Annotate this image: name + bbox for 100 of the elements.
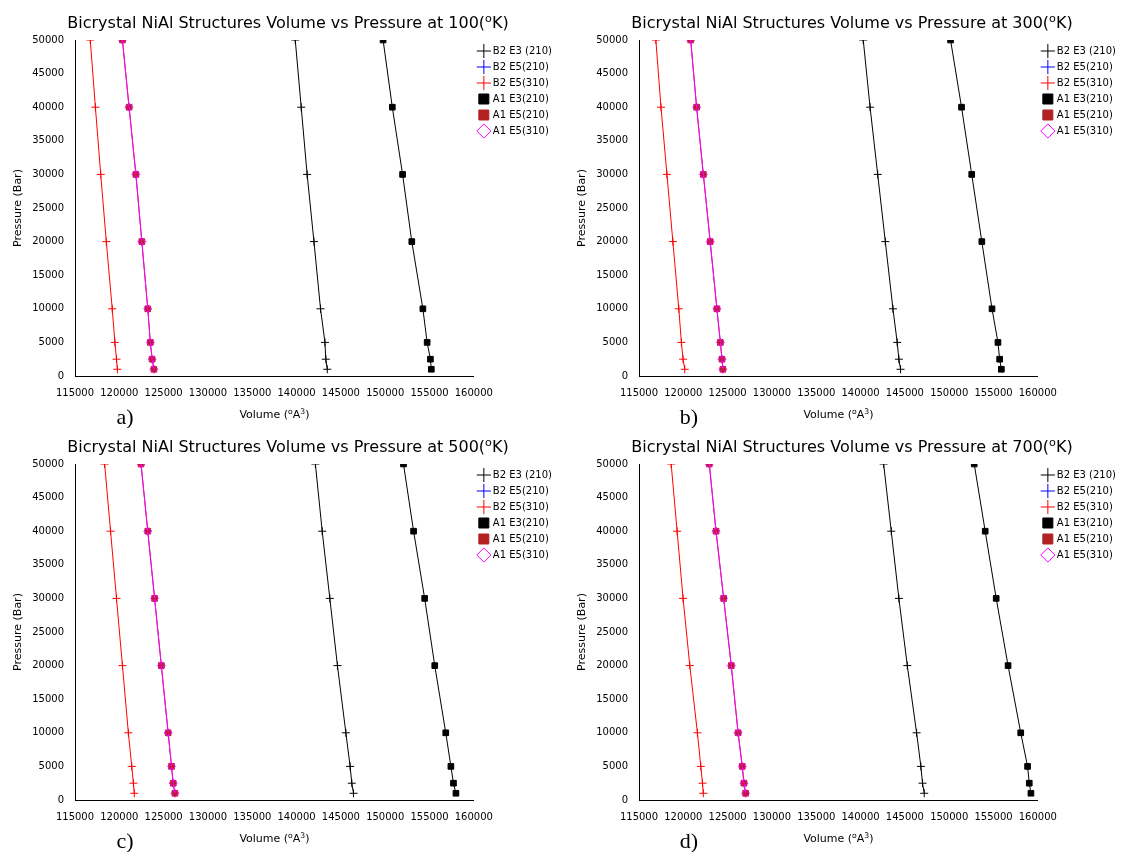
y-tick-label: 40000 — [596, 100, 629, 112]
legend-label: A1 E5(210) — [492, 532, 549, 544]
y-tick-label: 45000 — [596, 491, 629, 503]
x-tick-label: 115000 — [55, 386, 95, 398]
x-tick-label: 145000 — [885, 386, 924, 398]
legend-label: B2 E5(310) — [492, 500, 549, 512]
text: d) — [679, 828, 699, 853]
y-tick-label: 25000 — [32, 201, 65, 213]
legend-label: B2 E5(210) — [492, 484, 549, 496]
text: a) — [116, 404, 134, 429]
y-tick-label: 25000 — [596, 201, 629, 213]
y-tick-label: 10000 — [32, 726, 65, 738]
y-tick-label: 45000 — [32, 67, 65, 79]
legend-label: B2 E5(310) — [1056, 76, 1113, 88]
y-tick-label: 10000 — [596, 726, 629, 738]
x-tick-label: 155000 — [410, 386, 449, 398]
y-axis-title: Pressure (Bar) — [11, 169, 25, 247]
y-tick-label: 15000 — [596, 268, 629, 280]
y-tick-label: 35000 — [32, 558, 65, 570]
legend-label: A1 E3(210) — [492, 92, 549, 104]
x-tick-label: 120000 — [664, 810, 703, 822]
y-tick-label: 50000 — [32, 457, 65, 469]
y-tick-label: 30000 — [596, 591, 629, 603]
x-tick-label: 115000 — [619, 386, 659, 398]
legend-label: A1 E5(310) — [1056, 124, 1113, 136]
legend-label: A1 E5(210) — [1056, 108, 1113, 120]
x-tick-label: 115000 — [619, 810, 659, 822]
legend-label: B2 E5(210) — [1056, 60, 1113, 72]
x-tick-label: 120000 — [100, 810, 139, 822]
legend-label: B2 E5(310) — [1056, 500, 1113, 512]
x-tick-label: 155000 — [410, 810, 449, 822]
y-tick-label: 0 — [621, 793, 629, 805]
y-tick-label: 15000 — [32, 692, 65, 704]
x-tick-label: 125000 — [708, 810, 747, 822]
legend-label: A1 E3(210) — [492, 516, 549, 528]
y-tick-label: 5000 — [38, 335, 65, 347]
y-tick-label: 45000 — [596, 67, 629, 79]
x-tick-label: 130000 — [752, 386, 792, 398]
y-tick-label: 20000 — [32, 235, 65, 247]
y-axis-title: Pressure (Bar) — [575, 169, 589, 247]
legend-label: B2 E3 (210) — [492, 44, 553, 56]
x-tick-label: 145000 — [321, 386, 360, 398]
x-tick-label: 155000 — [974, 386, 1013, 398]
legend-label: A1 E3(210) — [1056, 516, 1113, 528]
x-tick-label: 150000 — [366, 386, 405, 398]
legend-label: A1 E5(210) — [1056, 532, 1113, 544]
legend-label: B2 E5(210) — [492, 60, 549, 72]
legend-label: B2 E3 (210) — [492, 468, 553, 480]
y-tick-label: 35000 — [596, 134, 629, 146]
x-tick-label: 150000 — [930, 810, 969, 822]
y-tick-label: 35000 — [596, 558, 629, 570]
y-tick-label: 30000 — [32, 591, 65, 603]
y-tick-label: 5000 — [602, 335, 629, 347]
legend-label: A1 E5(210) — [492, 108, 549, 120]
x-tick-label: 125000 — [144, 386, 183, 398]
legend-label: B2 E3 (210) — [1056, 44, 1117, 56]
legend-label: A1 E5(310) — [492, 548, 549, 560]
text: b) — [679, 404, 699, 429]
x-tick-label: 160000 — [454, 386, 493, 398]
y-tick-label: 30000 — [596, 167, 629, 179]
text: c) — [116, 828, 134, 853]
x-tick-label: 120000 — [100, 386, 139, 398]
y-tick-label: 25000 — [596, 625, 629, 637]
x-tick-label: 125000 — [144, 810, 183, 822]
x-tick-label: 130000 — [188, 810, 228, 822]
x-tick-label: 125000 — [708, 386, 747, 398]
x-tick-label: 135000 — [233, 810, 272, 822]
legend-label: B2 E5(310) — [492, 76, 549, 88]
y-tick-label: 5000 — [602, 759, 629, 771]
y-tick-label: 30000 — [32, 167, 65, 179]
y-tick-label: 20000 — [596, 659, 629, 671]
x-tick-label: 145000 — [321, 810, 360, 822]
x-tick-label: 135000 — [797, 386, 836, 398]
y-tick-label: 20000 — [32, 659, 65, 671]
y-tick-label: 0 — [621, 369, 629, 381]
y-tick-label: 25000 — [32, 625, 65, 637]
legend-label: B2 E3 (210) — [1056, 468, 1117, 480]
x-tick-label: 160000 — [1018, 386, 1057, 398]
y-tick-label: 40000 — [596, 524, 629, 536]
y-axis-title: Pressure (Bar) — [575, 593, 589, 671]
x-tick-label: 130000 — [188, 386, 228, 398]
x-tick-label: 135000 — [797, 810, 836, 822]
x-tick-label: 160000 — [1018, 810, 1057, 822]
x-tick-label: 130000 — [752, 810, 792, 822]
legend-label: A1 E5(310) — [1056, 548, 1113, 560]
y-tick-label: 10000 — [596, 302, 629, 314]
y-tick-label: 40000 — [32, 100, 65, 112]
y-tick-label: 10000 — [32, 302, 65, 314]
y-tick-label: 50000 — [596, 457, 629, 469]
x-tick-label: 140000 — [277, 810, 316, 822]
y-tick-label: 0 — [57, 369, 65, 381]
x-tick-label: 150000 — [366, 810, 405, 822]
x-tick-label: 160000 — [454, 810, 493, 822]
x-tick-label: 115000 — [55, 810, 95, 822]
y-tick-label: 0 — [57, 793, 65, 805]
x-tick-label: 140000 — [841, 386, 880, 398]
y-tick-label: 35000 — [32, 134, 65, 146]
x-tick-label: 155000 — [974, 810, 1013, 822]
x-tick-label: 150000 — [930, 386, 969, 398]
x-tick-label: 120000 — [664, 386, 703, 398]
